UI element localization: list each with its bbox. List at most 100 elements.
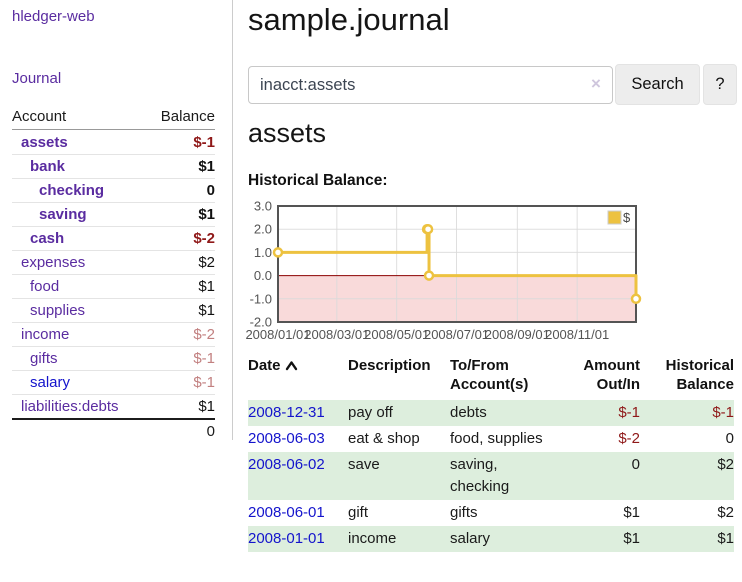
- account-balance: $-1: [193, 350, 215, 367]
- accounts-column-header: To/From Account(s): [450, 357, 529, 393]
- transactions-table: Date Description To/From Account(s) Amou…: [248, 356, 734, 552]
- transaction-accounts: gifts: [450, 504, 478, 521]
- transaction-date-link[interactable]: 2008-01-01: [248, 530, 325, 547]
- x-axis-tick-label: 2008/07/01: [424, 327, 489, 342]
- transaction-balance: 0: [725, 430, 734, 447]
- transaction-row: 2008-06-01 gift gifts $1 $2: [248, 500, 734, 526]
- sidebar-account-link-checking[interactable]: checking: [39, 182, 105, 199]
- app-title-link[interactable]: hledger-web: [12, 8, 95, 25]
- sidebar-account-link-saving[interactable]: saving: [39, 206, 87, 223]
- transaction-date-cell: 2008-06-03: [248, 426, 348, 452]
- account-row: saving $1: [12, 202, 215, 226]
- legend-label: $: [623, 210, 631, 225]
- transaction-accounts: salary: [450, 530, 491, 547]
- transaction-amount: $1: [623, 504, 640, 521]
- accounts-table: Account Balance assets $-1 bank $1 checking 0…: [12, 104, 215, 442]
- legend-swatch: [607, 210, 622, 225]
- chart-heading: Historical Balance:: [248, 172, 388, 189]
- sidebar-item-journal[interactable]: Journal: [12, 70, 62, 87]
- account-balance: $-1: [193, 133, 215, 151]
- transaction-row: 2008-06-02 save saving, checking 0 $2: [248, 452, 734, 500]
- transaction-row: 2008-12-31 pay off debts $-1 $-1: [248, 400, 734, 426]
- transaction-amount: $-2: [618, 430, 640, 447]
- sidebar-account-link-gifts[interactable]: gifts: [30, 350, 58, 367]
- sidebar-account-link-supplies[interactable]: supplies: [30, 302, 86, 319]
- account-row: salary $-1: [12, 370, 215, 394]
- transaction-balance: $-1: [712, 404, 734, 421]
- balance-column-header: Balance: [160, 108, 215, 125]
- data-point-marker: [422, 223, 434, 235]
- account-balance: $-2: [193, 326, 215, 343]
- sidebar-account-link-salary[interactable]: salary: [30, 374, 71, 391]
- x-axis-tick-label: 2008/03/01: [304, 327, 369, 342]
- historical-balance-chart: $3.0 2.0 1.0 0.0 -1.0 -2.0 2008/01/01 2008/03/0…: [242, 199, 736, 346]
- sidebar: hledger-web Journal Account Balance asse…: [0, 0, 233, 440]
- transactions-body: 2008-12-31 pay off debts $-1 $-1 2008-06-03 ea…: [248, 400, 734, 552]
- data-point-marker: [272, 247, 284, 258]
- account-row: supplies $1: [12, 298, 215, 322]
- balance-column-header-main: Historical Balance: [665, 357, 734, 393]
- transaction-accounts: saving, checking: [450, 456, 510, 495]
- x-axis-tick-label: 2008/01/01: [245, 327, 310, 342]
- account-balance: $1: [198, 278, 215, 295]
- transaction-date-link[interactable]: 2008-06-03: [248, 430, 325, 447]
- account-balance: $-2: [193, 230, 215, 247]
- account-balance: $1: [198, 206, 215, 223]
- y-axis-tick-label: 1.0: [254, 245, 272, 260]
- account-row: checking 0: [12, 178, 215, 202]
- account-row: income $-2: [12, 322, 215, 346]
- page-title: sample.journal: [248, 2, 450, 37]
- sidebar-account-link-assets[interactable]: assets: [21, 133, 68, 151]
- data-point-marker: [630, 293, 642, 305]
- y-axis-tick-label: 3.0: [254, 200, 272, 214]
- x-axis-tick-label: 2008/05/01: [364, 327, 429, 342]
- transaction-date-cell: 2008-12-31: [248, 400, 348, 426]
- y-axis-tick-label: 2.0: [254, 222, 272, 237]
- transaction-date-link[interactable]: 2008-06-01: [248, 504, 325, 521]
- transaction-description: save: [348, 456, 380, 473]
- search-button[interactable]: Search: [615, 64, 700, 105]
- clear-search-icon[interactable]: ×: [591, 74, 601, 93]
- chart-canvas: $3.0 2.0 1.0 0.0 -1.0 -2.02008/01/012008/03/0…: [245, 199, 642, 342]
- sidebar-account-link-income[interactable]: income: [21, 326, 70, 343]
- date-header-label: Date: [248, 357, 281, 374]
- transaction-row: 2008-01-01 income salary $1 $1: [248, 526, 734, 552]
- sidebar-account-link-cash[interactable]: cash: [30, 230, 65, 247]
- account-balance: $1: [198, 158, 215, 175]
- search-input[interactable]: [248, 66, 613, 104]
- account-row: assets $-1: [12, 130, 215, 154]
- transaction-row: 2008-06-03 eat & shop food, supplies $-2 0: [248, 426, 734, 452]
- transaction-balance: $2: [717, 456, 734, 473]
- x-axis-tick-label: 2008/11/01: [545, 327, 609, 342]
- transactions-header-row: Date Description To/From Account(s) Amou…: [248, 356, 734, 400]
- account-rows: assets $-1 bank $1 checking 0 saving $1 cash $-2 e…: [12, 130, 215, 418]
- sidebar-account-link-food[interactable]: food: [30, 278, 60, 295]
- transaction-balance: $2: [717, 504, 734, 521]
- help-button[interactable]: ?: [703, 64, 737, 105]
- account-balance: 0: [206, 182, 215, 199]
- sidebar-account-link-liabilities-debts[interactable]: liabilities:debts: [21, 398, 119, 415]
- transaction-amount: $1: [623, 530, 640, 547]
- accounts-total-row: 0: [12, 418, 215, 442]
- y-axis-tick-label: -1.0: [250, 291, 272, 306]
- account-balance: $2: [198, 254, 215, 271]
- amount-column-header: Amount Out/In: [583, 357, 640, 393]
- transaction-description: income: [348, 530, 397, 547]
- y-axis-tick-label: -2.0: [250, 315, 272, 330]
- accounts-total-value: 0: [206, 422, 215, 440]
- transaction-accounts: food, supplies: [450, 430, 543, 447]
- account-row: cash $-2: [12, 226, 215, 250]
- transaction-date-link[interactable]: 2008-12-31: [248, 404, 325, 421]
- account-balance: $1: [198, 302, 215, 319]
- sidebar-account-link-bank[interactable]: bank: [30, 158, 66, 175]
- sidebar-account-link-expenses[interactable]: expenses: [21, 254, 86, 271]
- y-axis-tick-label: 0.0: [254, 268, 272, 283]
- transaction-amount: 0: [631, 456, 640, 473]
- transaction-date-cell: 2008-06-01: [248, 500, 348, 526]
- sort-ascending-icon: [285, 361, 297, 371]
- x-axis-tick-label: 2008/09/01: [485, 327, 550, 342]
- account-row: food $1: [12, 274, 215, 298]
- date-column-header[interactable]: Date: [248, 356, 348, 400]
- transaction-accounts: debts: [450, 404, 487, 421]
- transaction-date-link[interactable]: 2008-06-02: [248, 456, 325, 473]
